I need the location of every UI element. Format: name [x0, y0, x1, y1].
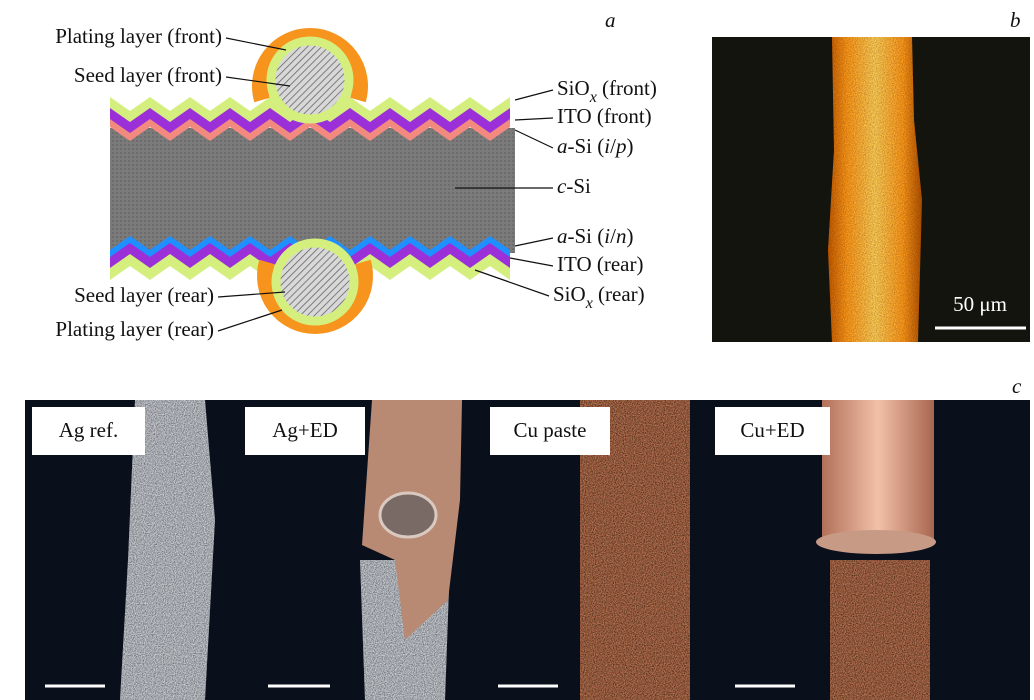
label-part: p — [614, 134, 627, 158]
label-part: a — [557, 134, 568, 158]
sample-label: Cu paste — [514, 418, 587, 442]
layer-label: Plating layer (rear) — [55, 317, 214, 341]
label-part: n — [616, 224, 627, 248]
label-part: a — [557, 224, 568, 248]
layer-label: a-Si (i/n) — [557, 224, 633, 248]
label-part: ITO (rear) — [557, 252, 643, 276]
scale-bar-label: 50 μm — [953, 292, 1007, 316]
label-part: x — [585, 295, 593, 312]
sample-label: Ag+ED — [272, 418, 338, 442]
label-part: -Si ( — [568, 224, 605, 248]
label-part: -Si ( — [568, 134, 605, 158]
label-part: ) — [626, 134, 633, 158]
layer-label: SiOx (front) — [557, 76, 657, 106]
layer-label: c-Si — [557, 174, 591, 198]
layer-label: ITO (front) — [557, 104, 652, 128]
layer-label: Seed layer (rear) — [74, 283, 214, 307]
layer-label: ITO (rear) — [557, 252, 643, 276]
label-part: Seed layer (front) — [74, 63, 222, 87]
label-part: Plating layer (front) — [55, 24, 222, 48]
panel-label: a — [605, 8, 616, 32]
panel-label: c — [1012, 374, 1022, 398]
label-part: -Si — [566, 174, 591, 198]
layer-label: Seed layer (front) — [74, 63, 222, 87]
layer-label: SiOx (rear) — [553, 282, 645, 312]
label-part: (rear) — [593, 282, 645, 306]
sample-label: Cu+ED — [740, 418, 804, 442]
layer-label: a-Si (i/p) — [557, 134, 633, 158]
figure: a b c 50 μm Plating layer (front) Seed la… — [0, 0, 1034, 700]
panel-label: b — [1010, 8, 1021, 32]
label-part: Plating layer (rear) — [55, 317, 214, 341]
cu-ed — [816, 400, 936, 700]
layer-label: Plating layer (front) — [55, 24, 222, 48]
sample-label: Ag ref. — [59, 418, 118, 442]
label-part: ITO (front) — [557, 104, 652, 128]
label-part: (front) — [597, 76, 657, 100]
label-part: Seed layer (rear) — [74, 283, 214, 307]
label-part: ) — [626, 224, 633, 248]
c-si-wafer — [110, 128, 515, 253]
label-part: SiO — [553, 282, 586, 306]
label-part: SiO — [557, 76, 590, 100]
